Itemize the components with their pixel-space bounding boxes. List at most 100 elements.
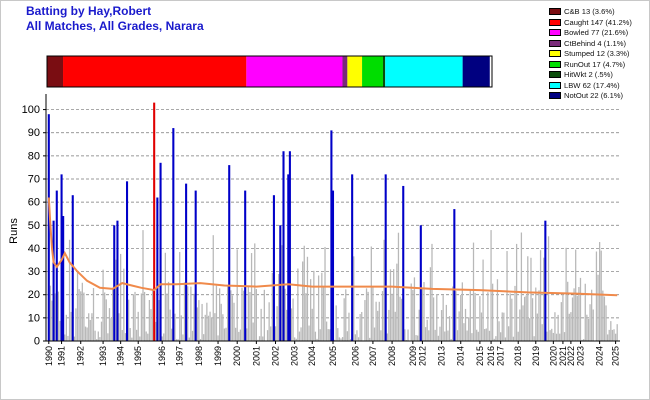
fifty-plus-bar [384, 174, 387, 341]
innings-bar [591, 289, 593, 341]
innings-bar [525, 295, 527, 341]
innings-bar [236, 249, 238, 341]
innings-bar [579, 277, 582, 341]
legend-swatch [549, 60, 561, 68]
innings-bar [239, 329, 242, 341]
innings-bar [456, 330, 459, 341]
x-tick-label: 2020 [548, 346, 558, 366]
innings-bar [431, 243, 433, 341]
legend-swatch [549, 29, 561, 36]
innings-bar [257, 339, 259, 341]
legend-swatch [549, 71, 561, 78]
x-tick-label: 2003 [290, 346, 300, 366]
innings-bar [466, 330, 468, 341]
innings-bar [217, 335, 219, 341]
innings-bar [151, 289, 154, 341]
innings-bar [546, 331, 548, 341]
x-tick-label: 2001 [251, 346, 261, 366]
innings-bar [506, 251, 508, 341]
x-tick-label: 1991 [57, 346, 67, 366]
innings-bar [57, 291, 60, 341]
innings-bar [191, 330, 194, 341]
innings-bar [73, 336, 75, 341]
x-tick-label: 2008 [387, 346, 397, 366]
innings-bar [64, 334, 66, 341]
innings-bar [338, 337, 341, 341]
x-tick-label: 1999 [213, 346, 223, 366]
fifty-plus-bar [331, 190, 335, 341]
x-tick-label: 1996 [157, 346, 167, 366]
innings-bar [606, 334, 609, 341]
innings-bar [461, 282, 463, 341]
innings-bar [127, 299, 130, 341]
innings-bar [509, 293, 511, 341]
innings-bar [610, 321, 612, 341]
legend-swatch [549, 8, 561, 15]
innings-bar [155, 321, 157, 341]
innings-bar [143, 291, 146, 341]
fifty-plus-bar [116, 220, 119, 341]
legend-item: Bowled 77 (21.6%) [549, 28, 628, 37]
innings-bar [383, 239, 385, 341]
y-tick-label: 90 [28, 127, 40, 139]
innings-bar [539, 250, 542, 341]
innings-bar [120, 253, 122, 341]
y-axis-label: Runs [8, 218, 20, 244]
legend-item: RunOut 17 (4.7%) [549, 60, 625, 69]
innings-bar [158, 300, 160, 341]
legend-item: C&B 13 (3.6%) [549, 7, 615, 16]
innings-bar [373, 327, 376, 341]
innings-bar [562, 292, 564, 341]
innings-bar [528, 318, 531, 341]
innings-bar [439, 326, 441, 341]
innings-bar [337, 328, 339, 341]
innings-bar [567, 281, 569, 341]
innings-bar [150, 309, 152, 341]
innings-bar [396, 263, 398, 341]
innings-bar [421, 288, 424, 341]
innings-bar [365, 288, 368, 341]
innings-bar [587, 318, 590, 341]
innings-bar [418, 309, 420, 341]
innings-bar [271, 272, 273, 341]
innings-bar [578, 287, 580, 341]
innings-bar [448, 316, 451, 341]
x-tick-label: 1998 [194, 346, 204, 366]
innings-bar [393, 269, 395, 341]
fifty-plus-bar [330, 130, 333, 341]
innings-bar [415, 335, 417, 341]
innings-bar [132, 294, 135, 341]
legend-swatch [549, 39, 561, 47]
innings-bar [247, 285, 250, 341]
innings-bar [75, 308, 77, 341]
innings-bar [263, 289, 265, 341]
innings-bar [464, 308, 467, 341]
x-tick-label: 2021 [558, 346, 568, 366]
innings-bar [121, 329, 123, 341]
fifty-plus-bar [156, 197, 159, 341]
innings-bar [527, 256, 529, 341]
innings-bar [249, 292, 251, 341]
innings-bar [268, 302, 270, 341]
innings-bar [340, 338, 342, 341]
innings-bar [370, 246, 372, 341]
x-tick-label: 2009 [408, 346, 418, 366]
legend-label: Bowled 77 (21.6%) [564, 28, 629, 37]
innings-bar [436, 294, 438, 341]
innings-bar [123, 268, 125, 341]
innings-bar [78, 289, 80, 341]
innings-bar [188, 337, 190, 341]
innings-bar [605, 305, 607, 341]
top-score-bar [153, 102, 156, 341]
innings-bar [576, 296, 578, 341]
innings-bar [270, 326, 272, 341]
innings-bar [485, 328, 487, 341]
innings-bar [281, 245, 283, 341]
innings-bar [555, 333, 558, 341]
innings-bar [252, 322, 254, 341]
x-tick-label: 2004 [307, 346, 317, 366]
innings-bar [445, 304, 447, 341]
innings-bar [557, 314, 559, 341]
innings-bar [274, 326, 277, 341]
innings-bar [108, 308, 111, 341]
